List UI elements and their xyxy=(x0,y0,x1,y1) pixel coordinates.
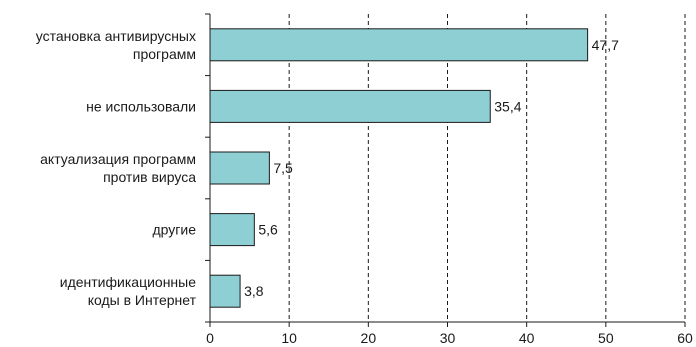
value-label-1: 47,7 xyxy=(592,37,619,53)
grid-lines xyxy=(288,14,686,322)
value-label-4: 5,6 xyxy=(258,222,278,238)
category-label-line: против вируса xyxy=(103,169,196,185)
bar-2 xyxy=(209,89,491,123)
x-tick-label-40: 40 xyxy=(519,330,535,346)
bar-3 xyxy=(209,151,270,185)
category-label-1: установка антивирусных программ xyxy=(36,28,196,62)
bar-4 xyxy=(209,213,255,247)
x-tick-label-20: 20 xyxy=(361,330,377,346)
category-label-line: идентификационные xyxy=(60,274,196,290)
category-label-line: актуализация программ xyxy=(40,151,196,167)
axes xyxy=(205,13,686,327)
value-label-2: 35,4 xyxy=(494,98,521,114)
bar-5 xyxy=(209,274,241,308)
bars xyxy=(209,28,589,308)
x-tick-label-50: 50 xyxy=(598,330,614,346)
x-tick-label-0: 0 xyxy=(206,330,214,346)
bar-1 xyxy=(209,28,589,62)
category-label-line: не использовали xyxy=(86,98,196,114)
category-label-5: идентификационные коды в Интернет xyxy=(60,274,197,308)
value-label-5: 3,8 xyxy=(244,283,264,299)
x-tick-label-60: 60 xyxy=(677,330,693,346)
category-label-2: не использовали xyxy=(86,98,196,114)
labels: 47,7 установка антивирусных программ 35,4 не… xyxy=(36,28,693,346)
category-label-line: установка антивирусных xyxy=(36,28,196,44)
category-label-line: программ xyxy=(133,46,196,62)
category-label-3: актуализация программ против вируса xyxy=(40,151,196,185)
x-tick-label-30: 30 xyxy=(440,330,456,346)
category-label-line: другие xyxy=(152,222,196,238)
category-label-4: другие xyxy=(152,222,196,238)
category-label-line: коды в Интернет xyxy=(88,292,197,308)
value-label-3: 7,5 xyxy=(273,160,293,176)
x-tick-label-10: 10 xyxy=(281,330,297,346)
